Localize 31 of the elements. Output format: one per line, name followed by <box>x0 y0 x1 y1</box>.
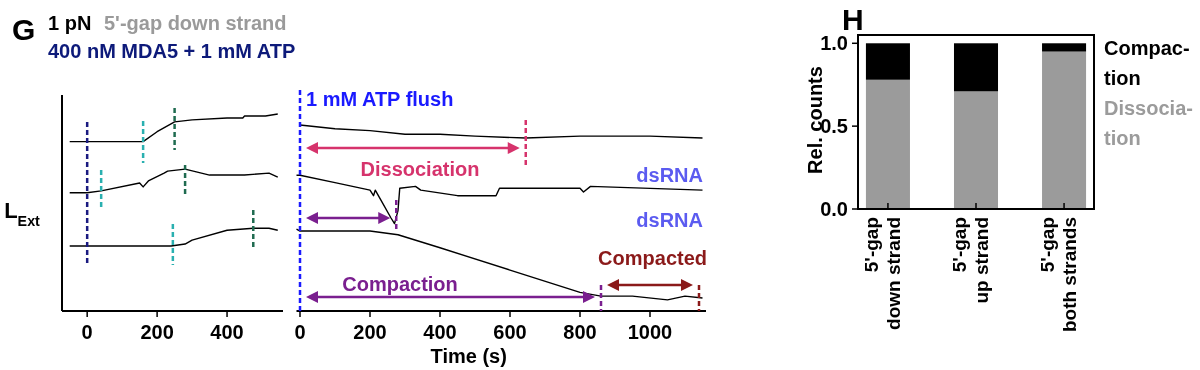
text: 1 pN <box>48 12 92 34</box>
x-tick-label: 0 <box>81 321 93 343</box>
y-axis-title: L$_{Ext}$ <box>4 198 41 229</box>
x-tick-label: 400 <box>423 321 457 343</box>
x-tick-label: 400 <box>210 321 244 343</box>
x-tick-label: 200 <box>140 321 174 343</box>
annotation: Compacted <box>598 247 707 269</box>
x-tick-label: 5'-gap down strand <box>860 217 904 330</box>
annotation: dsRNA <box>636 164 703 186</box>
x-tick-label: 800 <box>563 321 597 343</box>
annotation: dsRNA <box>636 209 703 231</box>
chart-title: G <box>12 13 36 46</box>
ref-line-label: 1 mM ATP flush <box>306 88 454 110</box>
x-tick-label: 0 <box>294 321 306 343</box>
bar <box>1042 43 1087 52</box>
text: 5'-gap down strand <box>104 12 287 34</box>
y-tick-label: 0.0 <box>820 198 848 220</box>
annotation: Dissociation <box>360 158 480 180</box>
bar <box>1042 51 1087 209</box>
x-tick-label: 600 <box>493 321 527 343</box>
x-axis-title: Time (s) <box>430 345 507 367</box>
x-tick-label: 1000 <box>627 321 673 343</box>
x-tick-label: 200 <box>353 321 387 343</box>
annotation: Compaction <box>342 273 458 295</box>
bar <box>865 43 910 80</box>
series-label: Compac-tion <box>1104 37 1190 89</box>
bar <box>865 79 910 209</box>
text: 400 nM MDA5 + 1 mM ATP <box>48 40 296 62</box>
bar <box>953 91 999 209</box>
bar <box>953 43 999 92</box>
series-label: Dissocia-tion <box>1104 97 1193 149</box>
